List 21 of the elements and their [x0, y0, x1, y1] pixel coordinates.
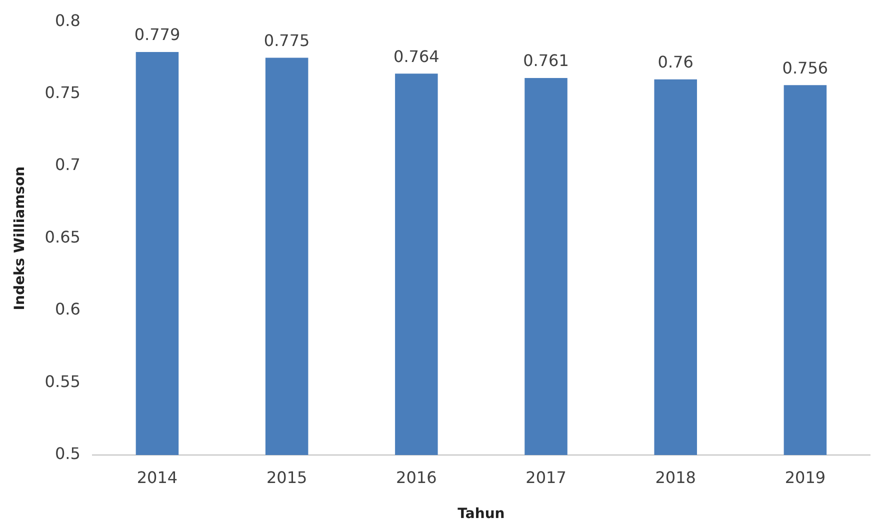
y-axis-title: Indeks Williamson	[12, 166, 28, 310]
y-tick-label: 0.75	[44, 82, 80, 102]
data-label: 0.775	[264, 30, 310, 50]
y-tick-label: 0.7	[54, 155, 80, 174]
data-label: 0.779	[134, 25, 180, 44]
x-tick-label: 2014	[136, 468, 178, 487]
data-label: 0.76	[658, 52, 694, 72]
x-tick-label: 2016	[396, 468, 437, 487]
y-tick-label: 0.5	[54, 444, 80, 464]
y-tick-label: 0.55	[44, 372, 80, 391]
x-tick-label: 2018	[655, 468, 696, 487]
x-tick-label: 2019	[784, 468, 826, 487]
y-tick-label: 0.65	[44, 227, 80, 246]
y-tick-label: 0.8	[54, 10, 80, 30]
data-label: 0.764	[394, 46, 440, 66]
x-tick-label: 2017	[526, 468, 566, 487]
x-tick-label: 2015	[266, 468, 308, 487]
data-label: 0.761	[523, 51, 569, 70]
data-label: 0.756	[782, 58, 828, 78]
x-axis-title: Tahun	[458, 506, 505, 522]
y-tick-label: 0.6	[54, 300, 80, 319]
